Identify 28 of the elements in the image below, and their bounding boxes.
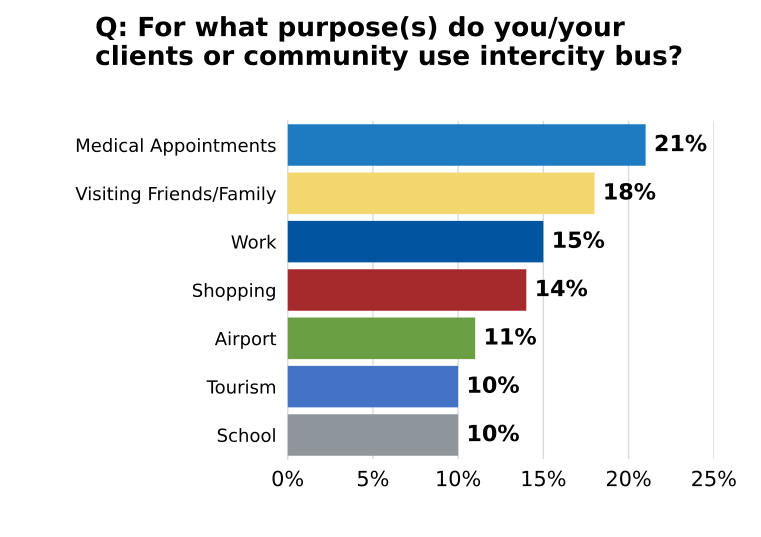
bar — [288, 318, 476, 360]
y-tick-label: Medical Appointments — [76, 138, 276, 156]
bar — [288, 414, 458, 456]
bar — [288, 366, 458, 408]
data-label: 18% — [605, 182, 656, 200]
data-label: 21% — [656, 134, 706, 152]
data-label: 11% — [486, 328, 536, 345]
x-tick-label: 20% — [606, 470, 651, 486]
y-tick-label: School — [218, 428, 275, 442]
bar — [288, 124, 646, 166]
y-tick-label: Visiting Friends/Family — [75, 186, 276, 204]
bar — [288, 269, 526, 311]
data-label: 10% — [468, 424, 519, 442]
bar — [288, 220, 544, 262]
x-tick-label: 0% — [272, 470, 304, 486]
bar — [288, 172, 594, 214]
y-tick-label: Work — [231, 234, 276, 249]
chart-title: Q: For what purpose(s) do you/your clients or community use intercity bus? — [96, 16, 682, 71]
y-tick-label: Airport — [214, 331, 276, 349]
data-label: 10% — [468, 376, 519, 394]
data-label: 15% — [554, 231, 604, 248]
y-tick-label: Shopping — [192, 283, 275, 301]
x-tick-label: 10% — [437, 470, 480, 486]
x-tick-label: 5% — [358, 470, 388, 486]
data-label: 14% — [537, 280, 588, 296]
y-tick-label: Tourism — [206, 380, 276, 394]
x-tick-label: 25% — [692, 470, 736, 486]
x-tick-label: 15% — [522, 470, 566, 486]
